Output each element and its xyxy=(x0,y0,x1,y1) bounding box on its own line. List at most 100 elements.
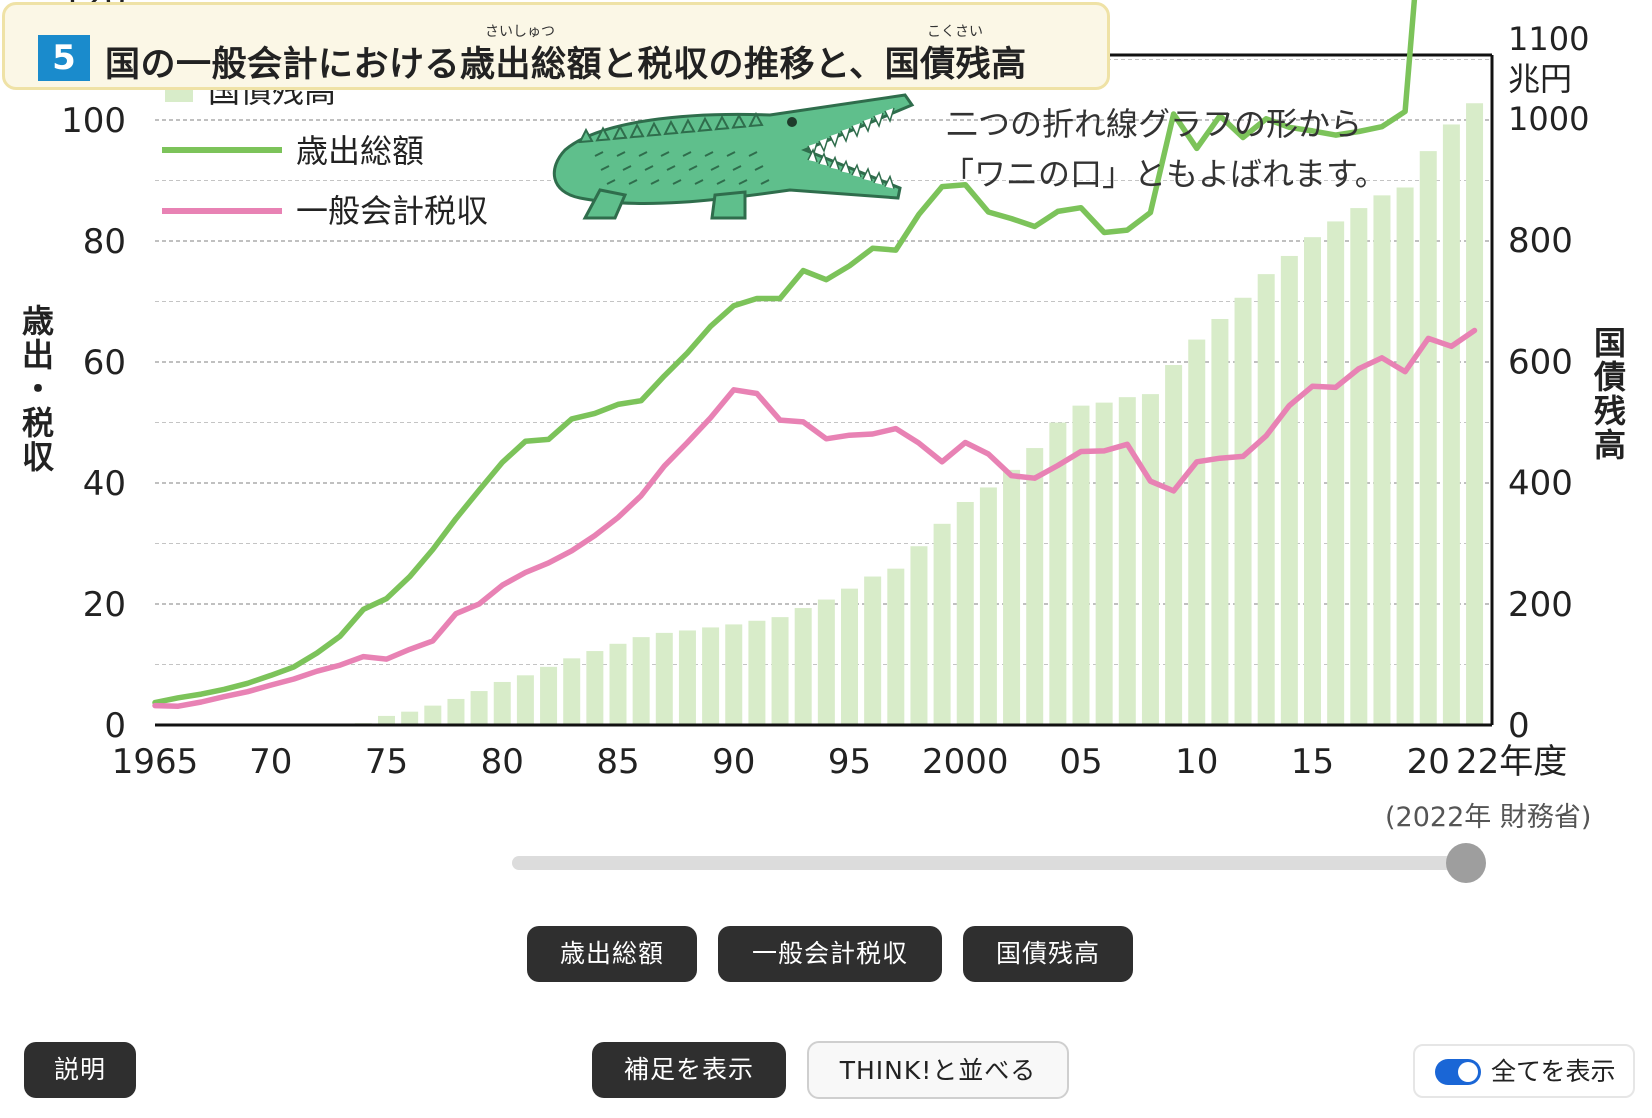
debt-bar xyxy=(632,637,650,725)
toggle-knob xyxy=(1458,1062,1478,1082)
show-supplement-button[interactable]: 補足を表示 xyxy=(592,1042,786,1098)
crocodile-tooth xyxy=(851,122,862,139)
crocodile-scale xyxy=(732,165,742,171)
debt-bar xyxy=(1466,103,1484,725)
debt-bar xyxy=(401,711,419,725)
crocodile-spike xyxy=(663,119,679,136)
x-tick-label: 1965 xyxy=(112,742,199,782)
y-right-tick-label: 1000 xyxy=(1508,100,1589,138)
y-right-tick-label: 400 xyxy=(1508,464,1573,504)
ruby-saishutsu: さいしゅつ xyxy=(485,24,555,40)
y-right-tick-label: 800 xyxy=(1508,221,1573,261)
crocodile-tooth xyxy=(829,132,840,149)
debt-bar xyxy=(1165,365,1183,725)
title-box: 5 さいしゅつ こくさい 国の一般会計における歳出総額と税収の推移と、国債残高 xyxy=(2,2,1110,90)
x-tick-label: 95 xyxy=(828,742,871,782)
debt-bar xyxy=(678,630,696,725)
crocodile-spike xyxy=(612,124,628,140)
debt-bar xyxy=(1396,187,1414,725)
y-right-axis-label: 国 xyxy=(1594,324,1626,362)
y-left-tick-label: 80 xyxy=(83,222,126,262)
legend-expenditure-label: 歳出総額 xyxy=(296,132,424,170)
legend-bar-swatch xyxy=(165,86,193,102)
show-all-label: 全てを表示 xyxy=(1491,1057,1616,1086)
crocodile-tooth xyxy=(807,148,818,163)
crocodile-spike xyxy=(697,116,713,132)
crocodile-illustration xyxy=(552,93,915,220)
crocodile-tooth xyxy=(818,151,829,167)
x-tick-label: 75 xyxy=(365,742,408,782)
crocodile-spike xyxy=(629,123,645,139)
y-left-tick-label: 60 xyxy=(83,343,126,383)
crocodile-scale xyxy=(716,179,726,185)
y-right-tick-label: 600 xyxy=(1508,342,1573,382)
legend-tax-label: 一般会計税収 xyxy=(296,192,488,230)
crocodile-tooth xyxy=(884,174,895,189)
debt-bar xyxy=(1095,402,1113,725)
toggle-tax-button[interactable]: 一般会計税収 xyxy=(718,926,942,982)
debt-bar xyxy=(563,658,581,725)
debt-bar xyxy=(771,617,789,725)
debt-bar xyxy=(910,546,928,725)
think-compare-button[interactable]: THINK!と並べる xyxy=(807,1041,1069,1099)
x-tick-label: 22年度 xyxy=(1456,742,1567,782)
crocodile-scale xyxy=(660,151,670,157)
crocodile-tooth xyxy=(829,155,840,170)
y-left-axis-label: 出 xyxy=(22,336,54,374)
crocodile-scale xyxy=(600,165,610,171)
y-right-tick-label: 1100 xyxy=(1508,20,1589,58)
crocodile-tooth xyxy=(840,127,851,144)
crocodile-body xyxy=(552,93,915,205)
crocodile-scale xyxy=(682,151,692,157)
debt-bar xyxy=(956,501,974,725)
debt-bar xyxy=(1234,297,1252,725)
debt-bar xyxy=(655,632,673,725)
y-right-axis-label: 債 xyxy=(1593,358,1626,396)
crocodile-leg xyxy=(710,190,747,220)
crocodile-tooth xyxy=(840,159,851,174)
crocodile-scale xyxy=(726,151,736,157)
toggle-switch[interactable] xyxy=(1435,1059,1481,1085)
year-slider-thumb[interactable] xyxy=(1446,843,1486,883)
debt-bar xyxy=(1141,394,1159,725)
x-tick-label: 90 xyxy=(712,742,755,782)
y-right-axis-label: 高 xyxy=(1594,426,1626,464)
x-tick-label: 15 xyxy=(1291,742,1334,782)
crocodile-tooth xyxy=(862,167,873,182)
crocodile-spike xyxy=(731,113,747,129)
toggle-expenditure-button[interactable]: 歳出総額 xyxy=(527,926,697,982)
explain-button[interactable]: 説明 xyxy=(24,1042,136,1098)
debt-bar xyxy=(1350,208,1368,725)
x-tick-label: 20 xyxy=(1407,742,1450,782)
show-all-toggle[interactable]: 全てを表示 xyxy=(1413,1044,1635,1098)
x-tick-label: 10 xyxy=(1175,742,1218,782)
year-slider-track[interactable] xyxy=(512,856,1472,870)
crocodile-scale xyxy=(760,179,770,185)
debt-bar xyxy=(979,487,997,725)
y-left-tick-label: 40 xyxy=(83,464,126,504)
debt-bar xyxy=(1026,448,1044,725)
crocodile-scale xyxy=(606,179,616,185)
debt-bar xyxy=(1211,318,1229,725)
crocodile-spike xyxy=(680,118,696,134)
crocodile-spike xyxy=(595,126,611,142)
crocodile-scale xyxy=(672,179,682,185)
x-tick-label: 2000 xyxy=(922,742,1009,782)
y-right-tick-label: 200 xyxy=(1508,585,1573,625)
debt-bar xyxy=(1257,274,1275,725)
figure-number: 5 xyxy=(38,35,90,81)
x-tick-label: 85 xyxy=(596,742,639,782)
toggle-debt-button[interactable]: 国債残高 xyxy=(963,926,1133,982)
y-left-axis-label: 歳 xyxy=(22,302,54,340)
y-left-tick-label: 100 xyxy=(61,101,126,141)
debt-bar xyxy=(470,691,488,725)
crocodile-spike xyxy=(578,127,594,144)
debt-bar xyxy=(1373,195,1391,725)
crocodile-scale xyxy=(738,179,748,185)
debt-bar xyxy=(516,675,534,725)
crocodile-eye xyxy=(787,117,797,127)
crocodile-scale xyxy=(748,151,758,157)
debt-bar xyxy=(1280,255,1298,725)
